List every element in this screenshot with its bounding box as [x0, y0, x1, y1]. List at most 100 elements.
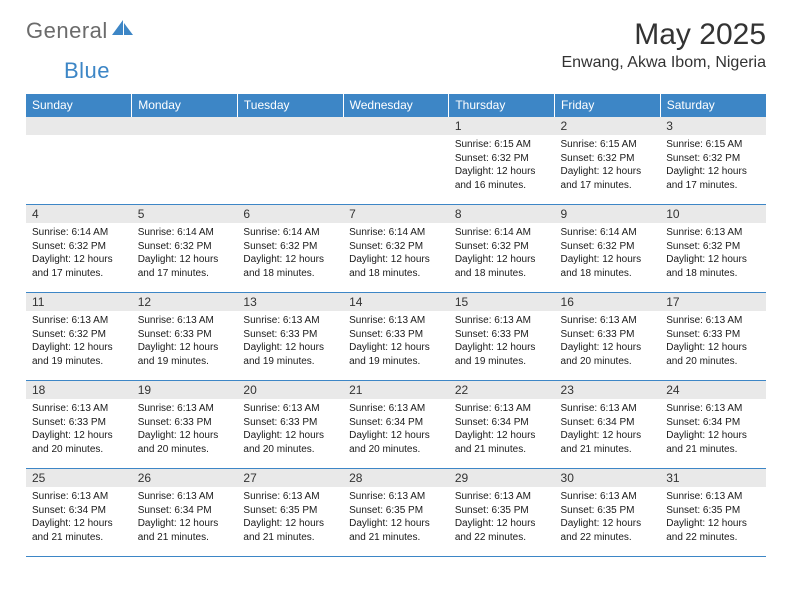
day-info: Sunrise: 6:13 AMSunset: 6:33 PMDaylight:…	[132, 399, 238, 460]
day-info: Sunrise: 6:13 AMSunset: 6:33 PMDaylight:…	[660, 311, 766, 372]
weekday-header: Tuesday	[237, 94, 343, 117]
day-number: 31	[660, 469, 766, 487]
day-number: 8	[449, 205, 555, 223]
calendar-day-cell	[26, 117, 132, 205]
day-info: Sunrise: 6:14 AMSunset: 6:32 PMDaylight:…	[343, 223, 449, 284]
calendar-day-cell: 17Sunrise: 6:13 AMSunset: 6:33 PMDayligh…	[660, 293, 766, 381]
calendar-day-cell: 25Sunrise: 6:13 AMSunset: 6:34 PMDayligh…	[26, 469, 132, 557]
day-info: Sunrise: 6:13 AMSunset: 6:35 PMDaylight:…	[660, 487, 766, 548]
calendar-day-cell: 27Sunrise: 6:13 AMSunset: 6:35 PMDayligh…	[237, 469, 343, 557]
calendar-day-cell: 26Sunrise: 6:13 AMSunset: 6:34 PMDayligh…	[132, 469, 238, 557]
day-info: Sunrise: 6:13 AMSunset: 6:32 PMDaylight:…	[660, 223, 766, 284]
day-number: 6	[237, 205, 343, 223]
weekday-header: Friday	[555, 94, 661, 117]
calendar-day-cell: 29Sunrise: 6:13 AMSunset: 6:35 PMDayligh…	[449, 469, 555, 557]
calendar-day-cell: 21Sunrise: 6:13 AMSunset: 6:34 PMDayligh…	[343, 381, 449, 469]
day-info: Sunrise: 6:13 AMSunset: 6:33 PMDaylight:…	[132, 311, 238, 372]
day-number: 21	[343, 381, 449, 399]
day-number: 13	[237, 293, 343, 311]
calendar-day-cell	[237, 117, 343, 205]
day-number: 15	[449, 293, 555, 311]
day-number: 18	[26, 381, 132, 399]
calendar-week-row: 25Sunrise: 6:13 AMSunset: 6:34 PMDayligh…	[26, 469, 766, 557]
calendar-day-cell: 20Sunrise: 6:13 AMSunset: 6:33 PMDayligh…	[237, 381, 343, 469]
day-info: Sunrise: 6:13 AMSunset: 6:34 PMDaylight:…	[449, 399, 555, 460]
calendar-week-row: 18Sunrise: 6:13 AMSunset: 6:33 PMDayligh…	[26, 381, 766, 469]
day-number: 2	[555, 117, 661, 135]
weekday-header: Sunday	[26, 94, 132, 117]
day-info: Sunrise: 6:13 AMSunset: 6:33 PMDaylight:…	[237, 399, 343, 460]
calendar-week-row: 11Sunrise: 6:13 AMSunset: 6:32 PMDayligh…	[26, 293, 766, 381]
day-number: 4	[26, 205, 132, 223]
day-number: 29	[449, 469, 555, 487]
calendar-day-cell: 11Sunrise: 6:13 AMSunset: 6:32 PMDayligh…	[26, 293, 132, 381]
brand-name-grey: General	[26, 18, 108, 44]
day-number: 16	[555, 293, 661, 311]
day-number: 11	[26, 293, 132, 311]
calendar-day-cell: 14Sunrise: 6:13 AMSunset: 6:33 PMDayligh…	[343, 293, 449, 381]
day-info: Sunrise: 6:14 AMSunset: 6:32 PMDaylight:…	[26, 223, 132, 284]
day-info: Sunrise: 6:13 AMSunset: 6:35 PMDaylight:…	[343, 487, 449, 548]
calendar-day-cell: 16Sunrise: 6:13 AMSunset: 6:33 PMDayligh…	[555, 293, 661, 381]
day-info: Sunrise: 6:15 AMSunset: 6:32 PMDaylight:…	[660, 135, 766, 196]
calendar-day-cell: 2Sunrise: 6:15 AMSunset: 6:32 PMDaylight…	[555, 117, 661, 205]
calendar-day-cell	[132, 117, 238, 205]
day-number: 24	[660, 381, 766, 399]
calendar-day-cell: 9Sunrise: 6:14 AMSunset: 6:32 PMDaylight…	[555, 205, 661, 293]
day-info: Sunrise: 6:14 AMSunset: 6:32 PMDaylight:…	[132, 223, 238, 284]
day-info: Sunrise: 6:13 AMSunset: 6:33 PMDaylight:…	[449, 311, 555, 372]
day-number: 14	[343, 293, 449, 311]
day-info: Sunrise: 6:13 AMSunset: 6:34 PMDaylight:…	[343, 399, 449, 460]
calendar-day-cell	[343, 117, 449, 205]
calendar-day-cell: 19Sunrise: 6:13 AMSunset: 6:33 PMDayligh…	[132, 381, 238, 469]
day-info: Sunrise: 6:13 AMSunset: 6:33 PMDaylight:…	[343, 311, 449, 372]
day-info: Sunrise: 6:13 AMSunset: 6:35 PMDaylight:…	[237, 487, 343, 548]
day-info: Sunrise: 6:14 AMSunset: 6:32 PMDaylight:…	[555, 223, 661, 284]
calendar-week-row: 4Sunrise: 6:14 AMSunset: 6:32 PMDaylight…	[26, 205, 766, 293]
day-info: Sunrise: 6:13 AMSunset: 6:33 PMDaylight:…	[555, 311, 661, 372]
day-info: Sunrise: 6:15 AMSunset: 6:32 PMDaylight:…	[449, 135, 555, 196]
day-number: 10	[660, 205, 766, 223]
day-number: 28	[343, 469, 449, 487]
location-text: Enwang, Akwa Ibom, Nigeria	[561, 54, 766, 72]
calendar-day-cell: 31Sunrise: 6:13 AMSunset: 6:35 PMDayligh…	[660, 469, 766, 557]
calendar-table: Sunday Monday Tuesday Wednesday Thursday…	[26, 94, 766, 557]
day-info: Sunrise: 6:13 AMSunset: 6:34 PMDaylight:…	[555, 399, 661, 460]
day-number: 27	[237, 469, 343, 487]
day-number: 25	[26, 469, 132, 487]
calendar-day-cell: 1Sunrise: 6:15 AMSunset: 6:32 PMDaylight…	[449, 117, 555, 205]
weekday-header: Monday	[132, 94, 238, 117]
day-number: 30	[555, 469, 661, 487]
day-number: 23	[555, 381, 661, 399]
calendar-day-cell: 6Sunrise: 6:14 AMSunset: 6:32 PMDaylight…	[237, 205, 343, 293]
calendar-day-cell: 10Sunrise: 6:13 AMSunset: 6:32 PMDayligh…	[660, 205, 766, 293]
calendar-day-cell: 18Sunrise: 6:13 AMSunset: 6:33 PMDayligh…	[26, 381, 132, 469]
weekday-header-row: Sunday Monday Tuesday Wednesday Thursday…	[26, 94, 766, 117]
day-info: Sunrise: 6:13 AMSunset: 6:33 PMDaylight:…	[26, 399, 132, 460]
day-number: 12	[132, 293, 238, 311]
day-info: Sunrise: 6:13 AMSunset: 6:33 PMDaylight:…	[237, 311, 343, 372]
calendar-day-cell: 4Sunrise: 6:14 AMSunset: 6:32 PMDaylight…	[26, 205, 132, 293]
calendar-day-cell: 3Sunrise: 6:15 AMSunset: 6:32 PMDaylight…	[660, 117, 766, 205]
calendar-day-cell: 28Sunrise: 6:13 AMSunset: 6:35 PMDayligh…	[343, 469, 449, 557]
day-info: Sunrise: 6:13 AMSunset: 6:34 PMDaylight:…	[660, 399, 766, 460]
day-number: 3	[660, 117, 766, 135]
logo-sail-icon	[112, 20, 134, 43]
day-info: Sunrise: 6:14 AMSunset: 6:32 PMDaylight:…	[237, 223, 343, 284]
month-title: May 2025	[561, 18, 766, 52]
calendar-week-row: 1Sunrise: 6:15 AMSunset: 6:32 PMDaylight…	[26, 117, 766, 205]
calendar-day-cell: 22Sunrise: 6:13 AMSunset: 6:34 PMDayligh…	[449, 381, 555, 469]
calendar-day-cell: 15Sunrise: 6:13 AMSunset: 6:33 PMDayligh…	[449, 293, 555, 381]
brand-logo: General	[26, 18, 136, 44]
day-number: 9	[555, 205, 661, 223]
weekday-header: Saturday	[660, 94, 766, 117]
calendar-day-cell: 23Sunrise: 6:13 AMSunset: 6:34 PMDayligh…	[555, 381, 661, 469]
day-number: 5	[132, 205, 238, 223]
day-number: 17	[660, 293, 766, 311]
day-number: 7	[343, 205, 449, 223]
day-number: 26	[132, 469, 238, 487]
day-number: 20	[237, 381, 343, 399]
day-info: Sunrise: 6:14 AMSunset: 6:32 PMDaylight:…	[449, 223, 555, 284]
day-info: Sunrise: 6:13 AMSunset: 6:35 PMDaylight:…	[449, 487, 555, 548]
day-info: Sunrise: 6:15 AMSunset: 6:32 PMDaylight:…	[555, 135, 661, 196]
